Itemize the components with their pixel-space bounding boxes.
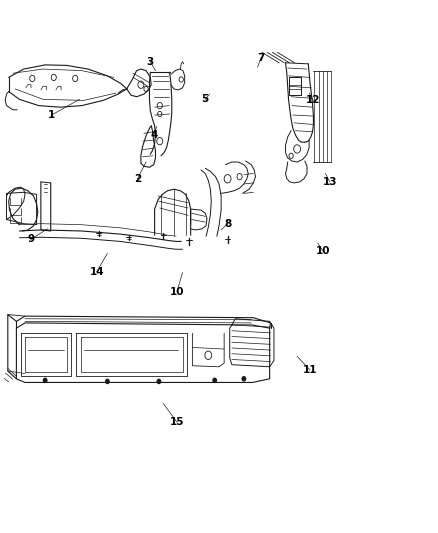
Text: 9: 9 [28, 235, 35, 244]
Text: 12: 12 [306, 95, 321, 106]
Text: 11: 11 [303, 365, 317, 375]
Text: 8: 8 [224, 219, 231, 229]
Text: 10: 10 [170, 287, 184, 296]
Text: 15: 15 [170, 417, 184, 427]
Text: 5: 5 [201, 94, 209, 104]
Circle shape [157, 379, 161, 384]
Circle shape [106, 379, 109, 384]
Text: 10: 10 [316, 246, 330, 256]
Text: 13: 13 [322, 177, 337, 187]
Text: 7: 7 [258, 53, 265, 62]
Text: 3: 3 [147, 56, 154, 67]
Text: 1: 1 [48, 110, 55, 120]
Circle shape [43, 378, 47, 383]
Text: 4: 4 [150, 130, 157, 140]
Text: 14: 14 [89, 266, 104, 277]
Circle shape [213, 378, 216, 383]
Text: 2: 2 [134, 174, 141, 184]
Circle shape [242, 377, 246, 381]
